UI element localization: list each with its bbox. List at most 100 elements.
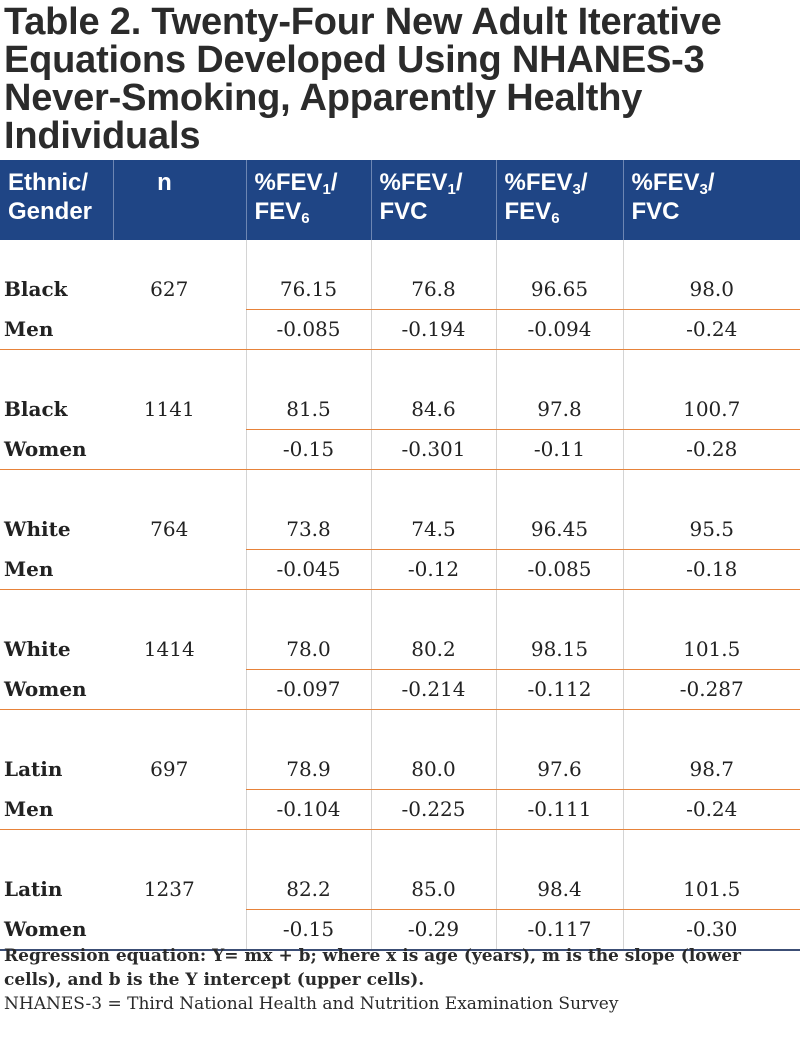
sample-size: 697 xyxy=(150,757,189,781)
intercept-cell: 76.15 xyxy=(245,270,371,310)
group-label: Latin xyxy=(4,877,63,902)
intercept-cell: 78.0 xyxy=(245,630,371,670)
intercept-cell: 74.5 xyxy=(370,510,496,550)
intercept-cell: 76.8 xyxy=(370,270,496,310)
intercept-cell: 80.2 xyxy=(370,630,496,670)
title-line: Individuals xyxy=(4,115,201,157)
spacer-row xyxy=(0,709,800,750)
slope-cell: -0.194 xyxy=(370,309,496,350)
table-row: Men -0.085 -0.194 -0.094 -0.24 xyxy=(0,309,800,350)
intercept-cell: 98.0 xyxy=(622,270,800,310)
header-fev3-fvc: %FEV3/ FVC xyxy=(622,160,800,240)
group-label: Latin xyxy=(4,757,63,782)
table-row: Black 627 76.15 76.8 96.65 98.0 xyxy=(0,270,800,310)
table-title: Table 2. Twenty-Four New Adult Iterative… xyxy=(4,3,796,155)
slope-cell: -0.24 xyxy=(622,789,800,830)
spacer-row xyxy=(0,349,800,390)
title-line: Table 2. Twenty-Four New Adult Iterative xyxy=(4,1,722,43)
table-row: Black 1141 81.5 84.6 97.8 100.7 xyxy=(0,390,800,430)
intercept-cell: 96.65 xyxy=(495,270,623,310)
group-label: Women xyxy=(0,429,113,470)
spacer-row xyxy=(0,240,800,270)
empty-cell xyxy=(113,549,246,590)
group-label: Black xyxy=(4,277,68,302)
group-label: Women xyxy=(0,669,113,710)
slope-cell: -0.117 xyxy=(495,909,623,951)
header-ethnic-gender: Ethnic/ Gender xyxy=(0,160,113,240)
empty-cell xyxy=(113,909,246,951)
regression-note: Regression equation: Y= mx + b; where x … xyxy=(4,946,742,990)
slope-cell: -0.085 xyxy=(495,549,623,590)
group-label: White xyxy=(4,517,71,542)
slope-cell: -0.15 xyxy=(245,429,371,470)
slope-cell: -0.24 xyxy=(622,309,800,350)
slope-cell: -0.11 xyxy=(495,429,623,470)
sample-size: 1414 xyxy=(143,637,195,661)
slope-cell: -0.045 xyxy=(245,549,371,590)
intercept-cell: 98.7 xyxy=(622,750,800,790)
spacer-row xyxy=(0,469,800,510)
slope-cell: -0.097 xyxy=(245,669,371,710)
empty-cell xyxy=(113,429,246,470)
empty-cell xyxy=(113,669,246,710)
header-fev1-fev6: %FEV1/ FEV6 xyxy=(245,160,371,240)
table-row: White 1414 78.0 80.2 98.15 101.5 xyxy=(0,630,800,670)
intercept-cell: 73.8 xyxy=(245,510,371,550)
equations-table: Ethnic/ Gender n %FEV1/ FEV6 %FEV1/ FVC xyxy=(0,160,800,951)
intercept-cell: 100.7 xyxy=(622,390,800,430)
sample-size: 764 xyxy=(150,517,189,541)
group-label: Men xyxy=(0,789,113,830)
group-label: Men xyxy=(0,549,113,590)
table-row: Men -0.045 -0.12 -0.085 -0.18 xyxy=(0,549,800,590)
intercept-cell: 96.45 xyxy=(495,510,623,550)
slope-cell: -0.12 xyxy=(370,549,496,590)
table-row: Women -0.15 -0.301 -0.11 -0.28 xyxy=(0,429,800,470)
group-label: Women xyxy=(0,909,113,951)
table-row: Latin 1237 82.2 85.0 98.4 101.5 xyxy=(0,870,800,910)
empty-cell xyxy=(113,309,246,350)
intercept-cell: 81.5 xyxy=(245,390,371,430)
header-n: n xyxy=(112,160,246,240)
title-line: Equations Developed Using NHANES-3 xyxy=(4,39,705,81)
group-label: White xyxy=(4,637,71,662)
group-label: Black xyxy=(4,397,68,422)
intercept-cell: 78.9 xyxy=(245,750,371,790)
title-line: Never-Smoking, Apparently Healthy xyxy=(4,77,643,119)
slope-cell: -0.085 xyxy=(245,309,371,350)
table-row: White 764 73.8 74.5 96.45 95.5 xyxy=(0,510,800,550)
header-fev3-fev6: %FEV3/ FEV6 xyxy=(495,160,623,240)
slope-cell: -0.18 xyxy=(622,549,800,590)
spacer-row xyxy=(0,829,800,870)
table-row: Women -0.15 -0.29 -0.117 -0.30 xyxy=(0,909,800,951)
slope-cell: -0.104 xyxy=(245,789,371,830)
slope-cell: -0.29 xyxy=(370,909,496,951)
footnotes: Regression equation: Y= mx + b; where x … xyxy=(4,944,784,1016)
abbreviation-note: NHANES-3 = Third National Health and Nut… xyxy=(4,994,619,1014)
slope-cell: -0.28 xyxy=(622,429,800,470)
sample-size: 627 xyxy=(150,277,189,301)
slope-cell: -0.111 xyxy=(495,789,623,830)
table-row: Men -0.104 -0.225 -0.111 -0.24 xyxy=(0,789,800,830)
slope-cell: -0.30 xyxy=(622,909,800,951)
intercept-cell: 84.6 xyxy=(370,390,496,430)
slope-cell: -0.112 xyxy=(495,669,623,710)
sample-size: 1141 xyxy=(143,397,195,421)
intercept-cell: 95.5 xyxy=(622,510,800,550)
slope-cell: -0.301 xyxy=(370,429,496,470)
slope-cell: -0.225 xyxy=(370,789,496,830)
intercept-cell: 98.4 xyxy=(495,870,623,910)
intercept-cell: 98.15 xyxy=(495,630,623,670)
slope-cell: -0.15 xyxy=(245,909,371,951)
header-row: Ethnic/ Gender n %FEV1/ FEV6 %FEV1/ FVC xyxy=(0,160,800,240)
intercept-cell: 97.8 xyxy=(495,390,623,430)
intercept-cell: 101.5 xyxy=(622,870,800,910)
slope-cell: -0.287 xyxy=(622,669,800,710)
header-fev1-fvc: %FEV1/ FVC xyxy=(370,160,496,240)
slope-cell: -0.214 xyxy=(370,669,496,710)
spacer-row xyxy=(0,589,800,630)
group-label: Men xyxy=(0,309,113,350)
intercept-cell: 85.0 xyxy=(370,870,496,910)
intercept-cell: 82.2 xyxy=(245,870,371,910)
intercept-cell: 80.0 xyxy=(370,750,496,790)
slope-cell: -0.094 xyxy=(495,309,623,350)
